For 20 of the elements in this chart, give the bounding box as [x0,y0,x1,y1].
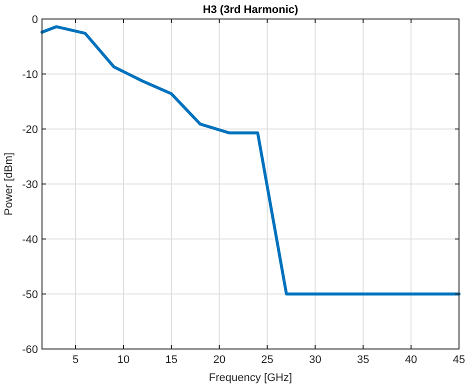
y-tick-label: -10 [22,69,38,81]
y-tick-label: -40 [22,234,38,246]
x-tick-label: 5 [72,354,79,366]
y-tick-label: -60 [22,344,38,356]
y-tick-label: -20 [22,124,38,136]
x-tick-label: 20 [213,354,226,366]
y-axis-title: Power [dBm] [3,152,15,216]
y-tick-label: -30 [22,179,38,191]
chart-title: H3 (3rd Harmonic) [202,4,299,16]
x-tick-label: 15 [165,354,178,366]
x-tick-label: 45 [452,354,466,366]
x-tick-label: 30 [309,354,322,366]
x-tick-label: 40 [404,354,418,366]
x-tick-label: 35 [357,354,370,366]
line-series [40,25,460,296]
y-tick-label: -50 [22,289,38,301]
x-axis-title: Frequency [GHz] [208,372,292,384]
x-tick-label: 25 [261,354,274,366]
x-tick-label: 10 [117,354,130,366]
y-tick-label: 0 [32,14,38,26]
